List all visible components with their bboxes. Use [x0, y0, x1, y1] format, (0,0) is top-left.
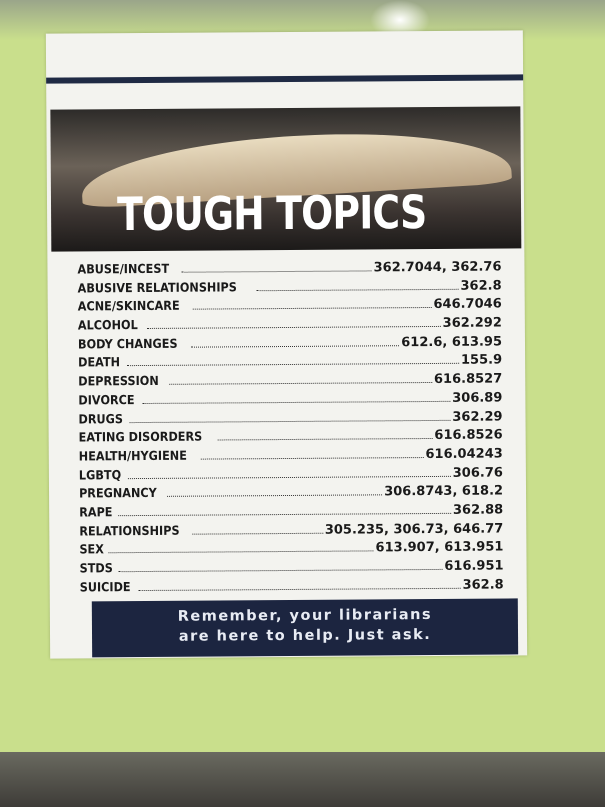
dot-leader: [192, 522, 323, 535]
call-numbers: 616.8526: [434, 427, 503, 444]
topic-label: SUICIDE: [79, 578, 131, 595]
dot-leader: [126, 353, 460, 367]
footer-banner: Remember, your librarians are here to he…: [91, 598, 519, 658]
dot-leader: [142, 390, 451, 404]
book-banner-image: TOUGH TOPICS: [50, 106, 522, 252]
dot-leader: [167, 484, 383, 498]
topic-label: ALCOHOL: [77, 317, 138, 333]
topic-label: HEALTH/HYGIENE: [78, 447, 187, 464]
call-numbers: 305.235, 306.73, 646.77: [324, 521, 504, 538]
dot-leader: [190, 334, 400, 348]
dot-leader: [146, 315, 441, 330]
topic-label: PREGNANCY: [78, 485, 157, 501]
call-numbers: 155.9: [460, 352, 503, 369]
dot-leader: [108, 540, 374, 554]
dot-leader: [129, 409, 451, 423]
topic-label: BODY CHANGES: [77, 335, 178, 352]
sign-title: TOUGH TOPICS: [116, 185, 427, 242]
call-numbers: 362.7044, 362.76: [373, 259, 502, 276]
call-numbers: 306.76: [452, 465, 503, 481]
call-numbers: 616.8527: [433, 371, 503, 388]
dot-leader: [169, 372, 433, 385]
call-numbers: 362.88: [452, 502, 504, 518]
dot-leader: [192, 297, 432, 311]
dot-leader: [127, 465, 451, 479]
call-numbers: 362.29: [452, 408, 503, 425]
topic-label: ABUSIVE RELATIONSHIPS: [77, 279, 237, 296]
topic-label: DRUGS: [78, 410, 124, 426]
dot-leader: [256, 278, 459, 291]
topic-label: DIVORCE: [78, 391, 135, 408]
dot-leader: [181, 260, 372, 273]
topic-row: SUICIDE 362.8: [80, 576, 504, 598]
topic-label: LGBTQ: [78, 466, 122, 483]
call-numbers: 306.8743, 618.2: [384, 483, 504, 500]
topic-label: ACNE/SKINCARE: [77, 298, 180, 314]
call-numbers: 306.89: [452, 390, 503, 406]
call-numbers: 616.951: [444, 558, 504, 574]
topic-label: RELATIONSHIPS: [79, 522, 180, 539]
call-numbers: 616.04243: [425, 446, 503, 462]
header-rule: [46, 74, 524, 84]
dot-leader: [118, 502, 452, 517]
topic-label: DEATH: [78, 354, 121, 370]
topic-label: ABUSE/INCEST: [77, 260, 170, 277]
call-numbers: 362.292: [442, 315, 502, 331]
tough-topics-sign: TOUGH TOPICS ABUSE/INCEST 362.7044, 362.7…: [45, 30, 528, 659]
call-numbers: 362.8: [462, 577, 504, 593]
topic-label: DEPRESSION: [78, 373, 159, 389]
dot-leader: [217, 428, 433, 441]
dot-leader: [200, 446, 424, 460]
dot-leader: [138, 577, 461, 591]
call-numbers: 646.7046: [433, 296, 502, 313]
topic-list: ABUSE/INCEST 362.7044, 362.76 ABUSIVE RELA…: [77, 258, 503, 597]
topic-label: RAPE: [79, 504, 113, 520]
topic-label: EATING DISORDERS: [78, 428, 203, 445]
topic-label: SEX: [79, 541, 104, 557]
shelf-surface: [0, 752, 605, 807]
topic-label: STDS: [79, 560, 113, 576]
call-numbers: 613.907, 613.951: [375, 539, 504, 556]
call-numbers: 362.8: [460, 278, 502, 294]
call-numbers: 612.6, 613.95: [401, 334, 503, 350]
footer-line-2: are here to help. Just ask.: [178, 626, 432, 645]
dot-leader: [118, 558, 443, 573]
